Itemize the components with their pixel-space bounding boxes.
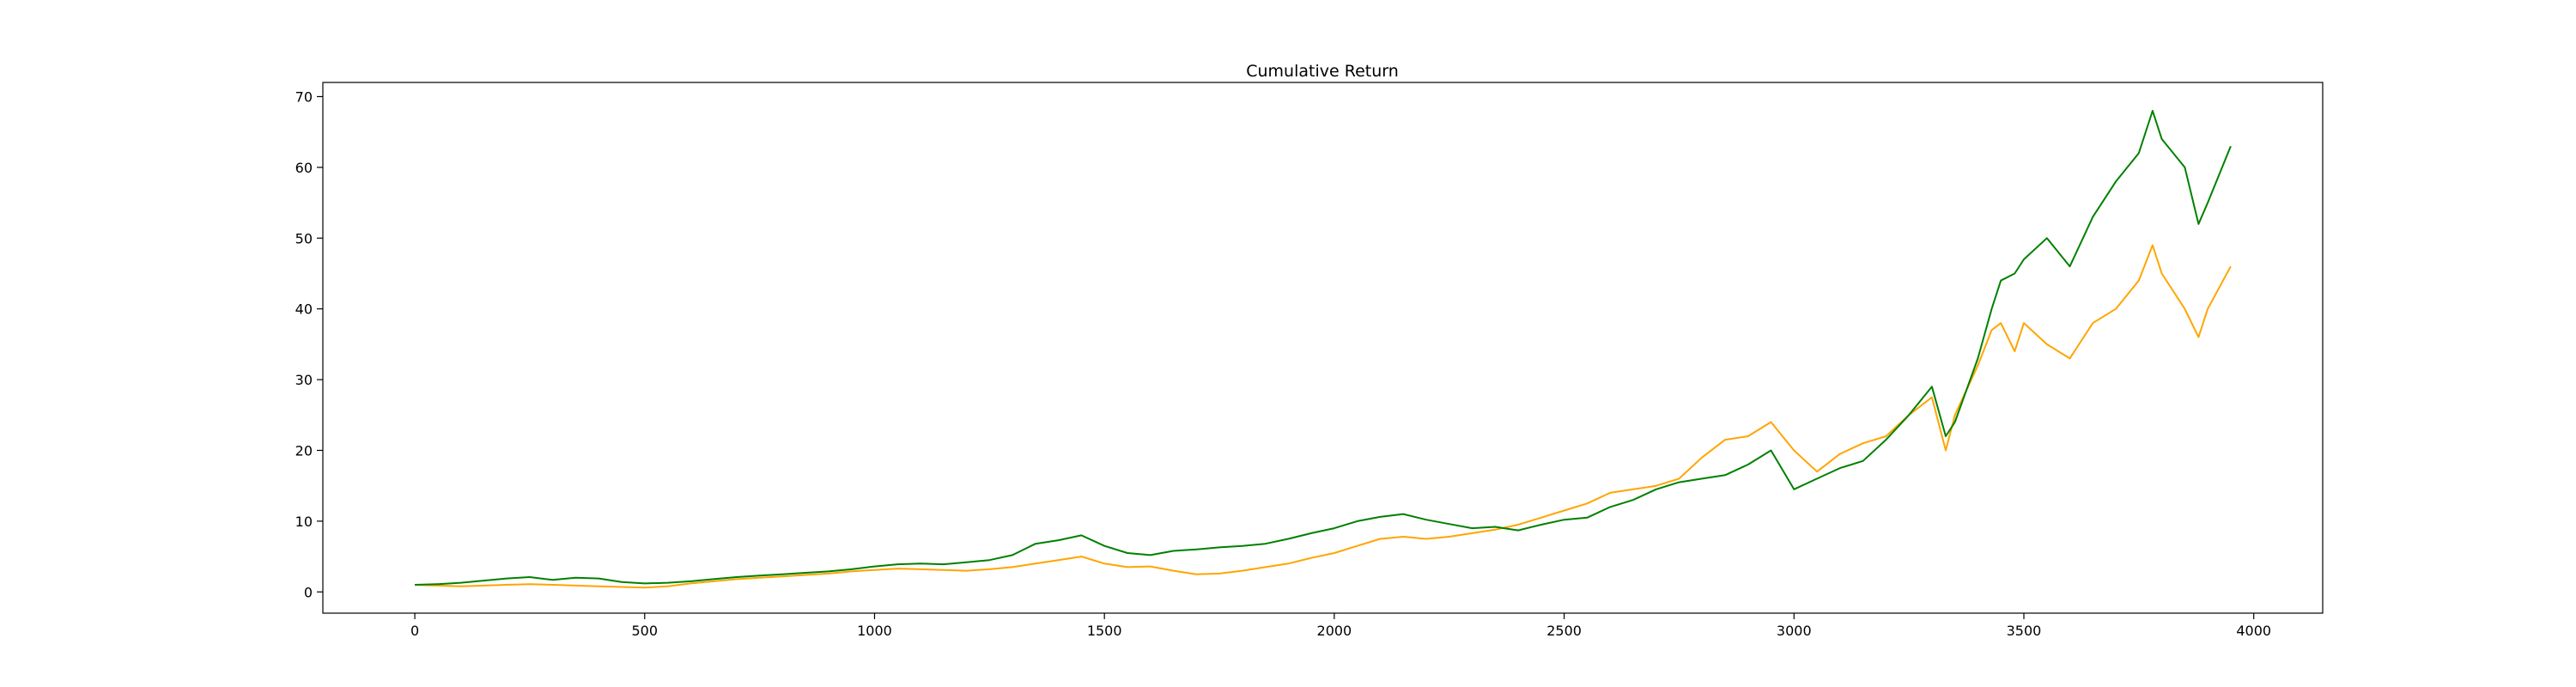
series-line-2 [415, 244, 2232, 589]
x-tick-label: 0 [410, 623, 419, 639]
y-tick-label: 50 [295, 230, 313, 246]
y-tick-label: 20 [295, 442, 313, 459]
x-tick-label: 4000 [2236, 623, 2271, 639]
y-tick-label: 40 [295, 301, 313, 318]
x-tick-label: 3500 [2007, 623, 2042, 639]
series-layer [415, 110, 2232, 589]
y-tick-label: 60 [295, 160, 313, 176]
x-axis: 0 500 1000 1500 2000 2500 3000 3500 4000 [410, 613, 2271, 639]
x-tick-label: 1000 [857, 623, 892, 639]
plot-frame [322, 82, 2324, 614]
y-tick-label: 30 [295, 372, 313, 388]
x-tick-label: 2000 [1317, 623, 1352, 639]
y-tick-label: 0 [304, 584, 313, 600]
y-tick-label: 70 [295, 88, 313, 105]
x-tick-label: 1500 [1087, 623, 1122, 639]
x-tick-label: 2500 [1546, 623, 1582, 639]
y-axis: 0 10 20 30 40 50 60 70 [295, 88, 323, 600]
y-tick-label: 10 [295, 514, 313, 530]
chart-title: Cumulative Return [1246, 62, 1399, 81]
x-tick-label: 3000 [1777, 623, 1812, 639]
series-line-1 [415, 110, 2232, 586]
x-tick-label: 500 [632, 623, 659, 639]
